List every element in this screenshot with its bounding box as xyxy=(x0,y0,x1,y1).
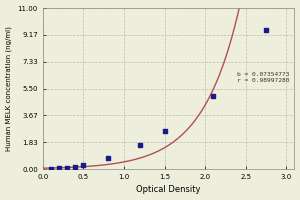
Y-axis label: Human MELK concentration (ng/ml): Human MELK concentration (ng/ml) xyxy=(6,26,12,151)
Point xyxy=(73,165,78,168)
Point xyxy=(48,167,53,170)
X-axis label: Optical Density: Optical Density xyxy=(136,185,201,194)
Point xyxy=(264,28,268,32)
Point xyxy=(162,129,167,133)
Point xyxy=(65,166,70,169)
Point xyxy=(57,167,62,170)
Point xyxy=(81,163,86,167)
Point xyxy=(105,156,110,160)
Point xyxy=(211,94,216,97)
Text: b = 0.07354773
r = 0.98997280: b = 0.07354773 r = 0.98997280 xyxy=(237,72,290,83)
Point xyxy=(138,143,142,146)
